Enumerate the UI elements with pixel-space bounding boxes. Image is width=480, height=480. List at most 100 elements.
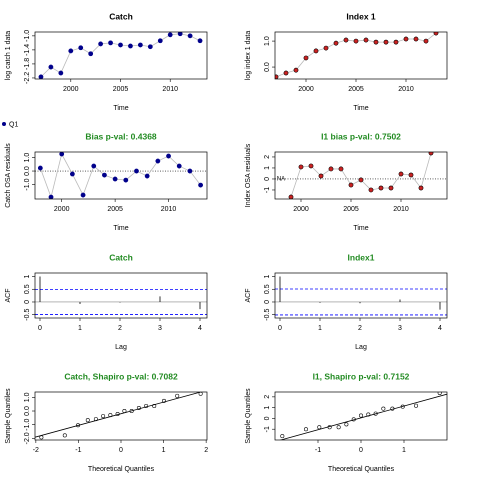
point bbox=[176, 163, 182, 169]
point bbox=[275, 74, 279, 79]
point bbox=[88, 51, 94, 57]
y-tick-label: 0 bbox=[264, 300, 271, 304]
point bbox=[303, 55, 309, 61]
plot-area bbox=[275, 32, 439, 79]
x-tick-label: -2 bbox=[33, 447, 39, 454]
point bbox=[348, 182, 354, 188]
plot-frame bbox=[34, 151, 208, 200]
x-tick-label: 2010 bbox=[393, 206, 409, 213]
y-axis-label: Sample Quantiles bbox=[5, 388, 12, 444]
y-axis-label: log catch 1 data bbox=[5, 31, 12, 81]
x-tick-label: 0 bbox=[38, 325, 42, 332]
point bbox=[187, 168, 193, 174]
point bbox=[390, 406, 395, 411]
x-axis-label: Time bbox=[113, 105, 128, 112]
y-tick-label: 0.0 bbox=[264, 62, 271, 72]
point bbox=[328, 166, 334, 172]
x-tick-label: 0 bbox=[119, 447, 123, 454]
x-axis-label: Time bbox=[353, 105, 368, 112]
y-tick-label: -1.8 bbox=[24, 58, 31, 70]
point bbox=[147, 44, 153, 50]
y-tick-label: 2 bbox=[264, 155, 271, 159]
x-tick-label: 2005 bbox=[113, 86, 129, 93]
point bbox=[198, 182, 203, 188]
qq-line bbox=[279, 393, 447, 440]
point bbox=[308, 163, 314, 169]
point bbox=[48, 194, 54, 199]
point bbox=[428, 152, 434, 156]
point bbox=[157, 38, 163, 44]
y-tick-label: 0.0 bbox=[24, 166, 31, 176]
y-axis-label: ACF bbox=[245, 289, 252, 303]
x-axis-label: Lag bbox=[355, 344, 367, 351]
x-tick-label: 1 bbox=[318, 325, 322, 332]
x-tick-label: 2 bbox=[358, 325, 362, 332]
point bbox=[187, 33, 193, 39]
point bbox=[122, 409, 127, 414]
point bbox=[298, 164, 304, 170]
point bbox=[62, 433, 67, 438]
panel-title: Index1 bbox=[348, 252, 375, 262]
y-tick-label: -0.5 bbox=[264, 309, 271, 321]
y-tick-label: 1 bbox=[264, 166, 271, 170]
point bbox=[373, 411, 378, 416]
y-tick-label: -1.0 bbox=[24, 30, 31, 42]
x-tick-label: 4 bbox=[198, 325, 202, 332]
point bbox=[323, 45, 329, 51]
y-tick-label: 2 bbox=[264, 395, 271, 399]
point bbox=[108, 413, 113, 418]
legend-label: Q1 bbox=[9, 121, 18, 128]
plot-frame bbox=[274, 272, 448, 319]
point bbox=[363, 37, 369, 43]
point bbox=[383, 39, 389, 45]
point bbox=[91, 163, 97, 169]
point bbox=[123, 177, 129, 183]
point bbox=[338, 166, 344, 172]
plot-frame bbox=[274, 151, 448, 200]
x-tick-label: 0 bbox=[278, 325, 282, 332]
x-tick-label: 2005 bbox=[348, 86, 364, 93]
point bbox=[317, 425, 322, 430]
x-tick-label: 2010 bbox=[161, 206, 177, 213]
point bbox=[283, 70, 289, 76]
x-tick-label: 2010 bbox=[162, 86, 178, 93]
point bbox=[167, 32, 173, 38]
y-tick-label: -1.0 bbox=[24, 419, 31, 431]
point bbox=[358, 177, 364, 183]
point bbox=[303, 427, 308, 432]
point bbox=[59, 152, 65, 157]
point bbox=[353, 38, 359, 44]
y-tick-label: -2.2 bbox=[24, 72, 31, 84]
panel-title: Catch bbox=[109, 11, 133, 21]
legend-marker bbox=[2, 122, 6, 126]
point bbox=[129, 409, 134, 414]
y-tick-label: 1.0 bbox=[264, 36, 271, 46]
point bbox=[101, 414, 106, 419]
point bbox=[58, 70, 64, 76]
y-axis-label: ACF bbox=[5, 289, 12, 303]
point bbox=[413, 36, 419, 42]
y-tick-label: 0.0 bbox=[24, 406, 31, 416]
point bbox=[48, 64, 54, 70]
plot-frame bbox=[34, 391, 208, 441]
point bbox=[136, 405, 141, 410]
x-tick-label: 3 bbox=[398, 325, 402, 332]
plot-area bbox=[275, 152, 447, 199]
point bbox=[112, 176, 118, 182]
point bbox=[166, 153, 171, 159]
x-tick-label: 2000 bbox=[54, 206, 70, 213]
x-tick-label: 2000 bbox=[293, 206, 309, 213]
point bbox=[197, 38, 203, 44]
point bbox=[137, 42, 143, 48]
point bbox=[78, 45, 84, 51]
plot-frame bbox=[34, 272, 208, 319]
plot-area bbox=[35, 152, 207, 199]
point bbox=[343, 37, 349, 43]
point bbox=[134, 168, 139, 174]
point bbox=[318, 173, 324, 179]
point bbox=[400, 404, 405, 409]
point bbox=[423, 38, 429, 44]
point bbox=[313, 48, 319, 54]
